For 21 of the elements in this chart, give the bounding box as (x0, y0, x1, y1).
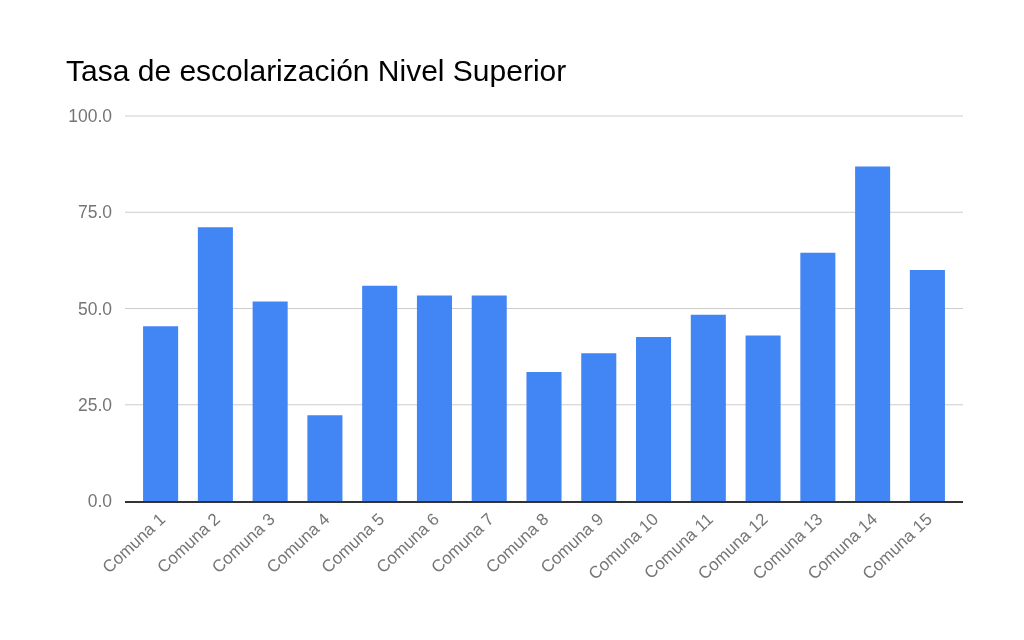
bar (855, 166, 891, 501)
bar (581, 353, 617, 501)
chart-title: Tasa de escolarización Nivel Superior (66, 53, 567, 87)
bar (416, 295, 452, 501)
bar (690, 314, 726, 501)
bar (909, 270, 945, 501)
bar (252, 301, 288, 501)
y-tick-label: 75.0 (77, 202, 113, 223)
bar (800, 252, 836, 501)
y-tick-label: 100.0 (68, 106, 113, 127)
bar (143, 326, 179, 501)
bar (526, 372, 562, 501)
bar (362, 285, 398, 501)
bar (471, 295, 507, 501)
bar (636, 336, 672, 501)
y-tick-label: 25.0 (77, 394, 113, 415)
bar (745, 335, 781, 501)
bar (197, 227, 233, 501)
y-tick-label: 0.0 (87, 491, 113, 512)
y-tick-label: 50.0 (77, 298, 113, 319)
bar (307, 415, 343, 501)
